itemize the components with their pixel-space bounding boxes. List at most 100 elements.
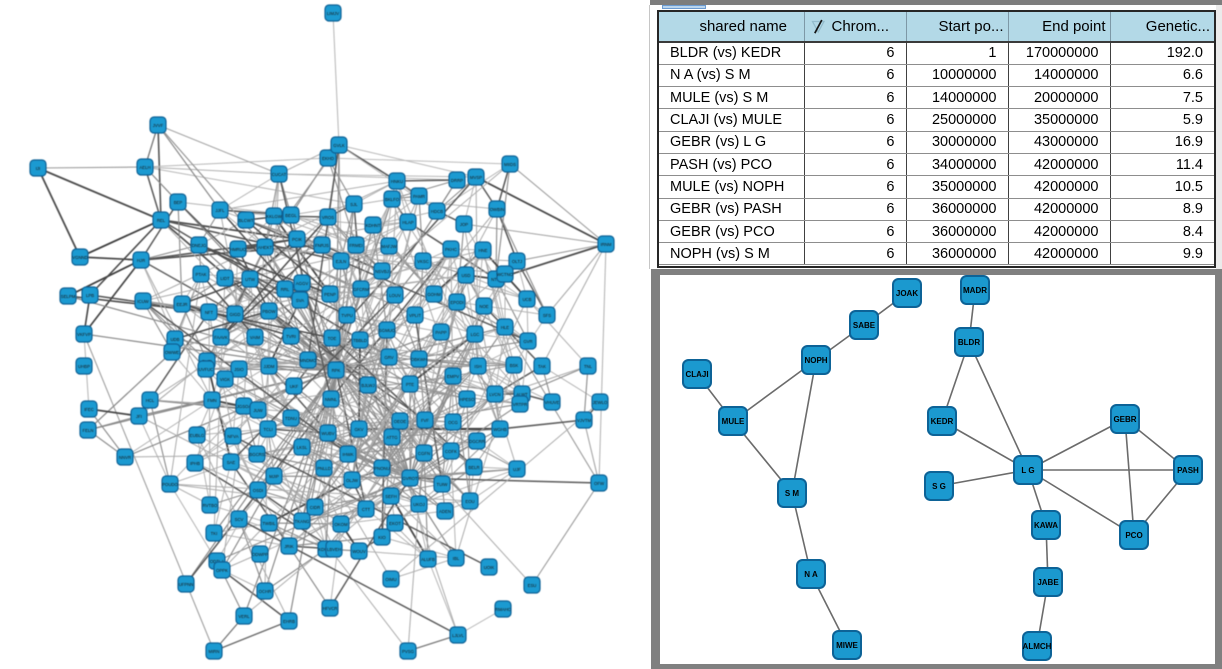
svg-text:FNRJS: FNRJS: [315, 243, 329, 248]
svg-text:PAMR: PAMR: [413, 194, 425, 199]
svg-text:ADEN: ADEN: [439, 509, 451, 514]
svg-text:HNKU: HNKU: [391, 179, 403, 184]
svg-text:PTE: PTE: [406, 382, 414, 387]
svg-text:LJLVL: LJLVL: [452, 633, 464, 638]
svg-text:PNONU: PNONU: [374, 466, 390, 471]
svg-text:VPLIT: VPLIT: [409, 313, 421, 318]
svg-text:UFPNN: UFPNN: [179, 582, 194, 587]
svg-text:L G: L G: [1021, 466, 1034, 475]
svg-text:KDHNT: KDHNT: [366, 223, 381, 228]
svg-text:BEGL: BEGL: [285, 213, 297, 218]
svg-text:IPHB: IPHB: [190, 461, 200, 466]
svg-text:EHRB: EHRB: [283, 619, 295, 624]
svg-text:EUBLG: EUBLG: [190, 433, 205, 438]
svg-text:UOIK: UOIK: [484, 565, 495, 570]
svg-text:OEOE: OEOE: [394, 419, 407, 424]
svg-text:EOU: EOU: [465, 499, 474, 504]
svg-text:RPK: RPK: [332, 368, 341, 373]
svg-text:IBL: IBL: [453, 556, 460, 561]
svg-text:TWBIL: TWBIL: [262, 521, 276, 526]
svg-text:ALUFB: ALUFB: [421, 557, 435, 562]
svg-text:HCL: HCL: [146, 398, 155, 403]
svg-text:HPESO: HPESO: [459, 397, 475, 402]
svg-text:SFS: SFS: [543, 313, 551, 318]
svg-text:HLAP: HLAP: [402, 220, 413, 225]
svg-text:CTT: CTT: [362, 507, 371, 512]
svg-text:KKLGW: KKLGW: [266, 214, 282, 219]
svg-text:BLDR: BLDR: [958, 338, 980, 347]
svg-text:MVSP: MVSP: [470, 175, 482, 180]
svg-text:VGNND: VGNND: [72, 255, 88, 260]
svg-text:ODWPP: ODWPP: [252, 552, 268, 557]
svg-text:MIWE: MIWE: [836, 641, 858, 650]
svg-text:JEWLO: JEWLO: [593, 400, 608, 405]
svg-text:PTAK: PTAK: [196, 272, 207, 277]
svg-text:POUDO: POUDO: [162, 482, 178, 487]
svg-text:PENP: PENP: [324, 292, 336, 297]
svg-text:HDCB: HDCB: [431, 209, 443, 214]
svg-text:UTW: UTW: [245, 277, 256, 282]
svg-text:UDB: UDB: [170, 337, 179, 342]
svg-text:BEP: BEP: [174, 200, 183, 205]
svg-text:SVA: SVA: [296, 298, 304, 303]
svg-text:S G: S G: [932, 482, 946, 491]
svg-text:ODTLA: ODTLA: [210, 559, 224, 564]
svg-text:ESU: ESU: [528, 583, 537, 588]
svg-text:SGMUO: SGMUO: [379, 328, 396, 333]
svg-text:PKHC: PKHC: [445, 247, 457, 252]
svg-text:IHWK: IHWK: [342, 452, 353, 457]
svg-text:DGCRR: DGCRR: [469, 439, 485, 444]
svg-text:LIMJV: LIMJV: [327, 11, 339, 16]
svg-text:BGCRS: BGCRS: [249, 452, 264, 457]
svg-text:MAFJW: MAFJW: [381, 244, 397, 249]
svg-text:COFK: COFK: [445, 449, 457, 454]
svg-text:HJR: HJR: [137, 258, 145, 263]
svg-text:CGFN: CGFN: [418, 451, 430, 456]
svg-text:OCG: OCG: [448, 420, 458, 425]
svg-text:VKFVP: VKFVP: [77, 332, 91, 337]
svg-text:MIIDS: MIIDS: [504, 162, 516, 167]
svg-text:KIO: KIO: [378, 535, 386, 540]
svg-text:CIDR: CIDR: [310, 505, 321, 510]
svg-text:ATTG: ATTG: [386, 435, 398, 440]
svg-text:PNLLD: PNLLD: [317, 466, 331, 471]
svg-text:RRL: RRL: [281, 287, 290, 292]
svg-text:EMPV: EMPV: [447, 374, 459, 379]
svg-text:JFI: JFI: [136, 414, 142, 419]
svg-text:WGHB: WGHB: [493, 427, 507, 432]
svg-text:OIMU: OIMU: [385, 577, 396, 582]
svg-text:NFT: NFT: [205, 310, 214, 315]
svg-text:OKOM: OKOM: [334, 522, 348, 527]
svg-text:SABE: SABE: [853, 321, 876, 330]
svg-text:NOE: NOE: [479, 304, 488, 309]
svg-text:OBKWH: OBKWH: [411, 357, 427, 362]
svg-text:HFVCR: HFVCR: [323, 606, 338, 611]
svg-text:EKHD: EKHD: [322, 156, 334, 161]
svg-text:RMAHC: RMAHC: [495, 607, 511, 612]
svg-text:USD: USD: [461, 273, 470, 278]
svg-text:LKSL: LKSL: [297, 445, 308, 450]
svg-text:OLJW: OLJW: [346, 478, 359, 483]
svg-text:WOUV: WOUV: [352, 549, 366, 554]
svg-text:TDNU: TDNU: [285, 416, 297, 421]
svg-text:KAWA: KAWA: [1034, 521, 1058, 530]
svg-text:JUW: JUW: [253, 408, 263, 413]
svg-text:TOE: TOE: [328, 336, 337, 341]
svg-text:JRIK: JRIK: [284, 544, 293, 549]
svg-text:NSVBJ: NSVBJ: [375, 269, 389, 274]
svg-text:LVCN: LVCN: [489, 392, 500, 397]
svg-text:TKI: TKI: [211, 531, 218, 536]
svg-text:NTSI: NTSI: [491, 277, 501, 282]
svg-text:SCV: SCV: [235, 517, 244, 522]
svg-text:JSIO: JSIO: [234, 367, 244, 372]
svg-text:MJIP: MJIP: [269, 474, 279, 479]
svg-text:BELR: BELR: [468, 465, 479, 470]
svg-text:UVFUC: UVFUC: [199, 367, 214, 372]
svg-text:FVF: FVF: [421, 418, 429, 423]
svg-text:NFVA: NFVA: [227, 434, 238, 439]
svg-text:NNVR: NNVR: [119, 455, 131, 460]
svg-text:TKANG: TKANG: [295, 519, 310, 524]
svg-text:FAAVK: FAAVK: [214, 335, 228, 340]
svg-text:EEJR: EEJR: [177, 302, 188, 307]
svg-text:UKOJ: UKOJ: [413, 502, 424, 507]
